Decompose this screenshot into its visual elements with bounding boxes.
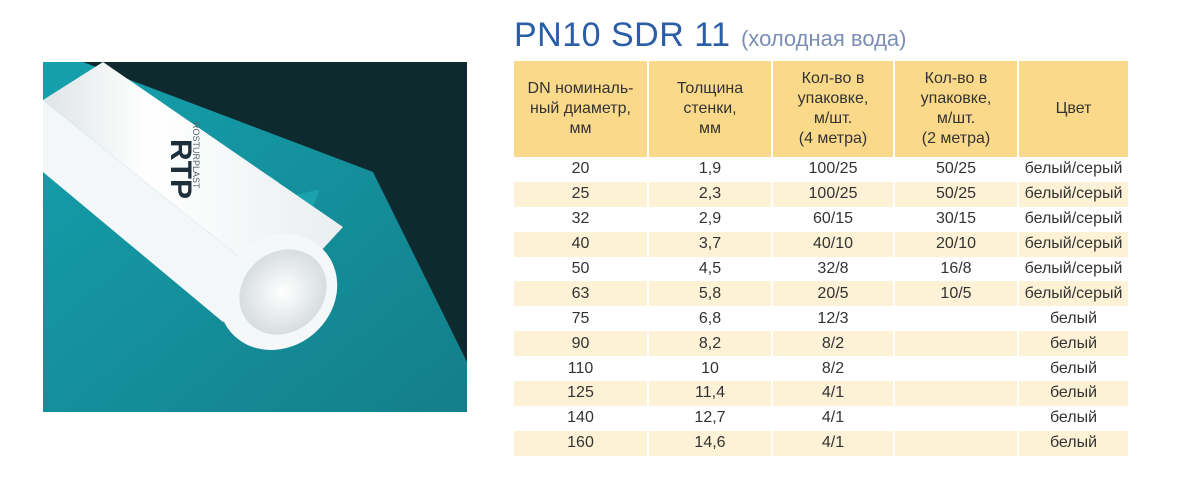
cell-dn: 90 — [514, 331, 649, 357]
title-main: PN10 SDR 11 — [514, 16, 731, 54]
cell-qty-4m: 40/10 — [772, 231, 895, 257]
cell-qty-4m: 100/25 — [772, 157, 895, 182]
cell-thickness: 14,6 — [648, 430, 773, 456]
table-row: 90 8,2 8/2 белый — [514, 331, 1128, 357]
cell-qty-4m: 8/2 — [772, 356, 895, 382]
cell-qty-4m: 4/1 — [772, 405, 895, 431]
cell-color: белый — [1018, 430, 1128, 456]
cell-qty-2m — [894, 306, 1019, 332]
header-color: Цвет — [1018, 61, 1128, 157]
spec-table: DN номиналь- ный диаметр, мм Толщина сте… — [514, 61, 1128, 456]
title-subtitle: (холодная вода) — [740, 26, 907, 51]
cell-qty-4m: 100/25 — [772, 181, 895, 207]
cell-dn: 160 — [514, 430, 649, 456]
cell-qty-4m: 20/5 — [772, 281, 895, 307]
cell-thickness: 10 — [648, 356, 773, 382]
pipe-body — [43, 62, 343, 292]
header-dn: DN номиналь- ный диаметр, мм — [514, 61, 649, 157]
cell-thickness: 2,9 — [648, 206, 773, 232]
cell-qty-2m — [894, 331, 1019, 357]
table-row: 20 1,9 100/25 50/25 белый/серый — [514, 157, 1128, 182]
cell-qty-4m: 8/2 — [772, 331, 895, 357]
cell-qty-4m: 60/15 — [772, 206, 895, 232]
cell-color: белый — [1018, 306, 1128, 332]
pipe-print: ROSTURPLAST — [191, 122, 201, 189]
header-qty-2m: Кол-во в упаковке, м/шт. (2 метра) — [894, 61, 1019, 157]
table-row: 63 5,8 20/5 10/5 белый/серый — [514, 281, 1128, 307]
cell-thickness: 11,4 — [648, 381, 773, 406]
cell-dn: 110 — [514, 356, 649, 382]
cell-dn: 25 — [514, 181, 649, 207]
table-row: 140 12,7 4/1 белый — [514, 405, 1128, 431]
brand-logo: RTP — [164, 139, 197, 199]
cell-color: белый/серый — [1018, 181, 1128, 207]
cell-color: белый — [1018, 331, 1128, 357]
pipe-illustration: R RTP ROSTURPLAST — [43, 62, 467, 412]
cell-qty-4m: 32/8 — [772, 256, 895, 282]
table-row: 50 4,5 32/8 16/8 белый/серый — [514, 256, 1128, 282]
cell-qty-2m — [894, 405, 1019, 431]
cell-qty-2m: 50/25 — [894, 157, 1019, 182]
cell-qty-4m: 12/3 — [772, 306, 895, 332]
header-wall-thickness: Толщина стенки, мм — [648, 61, 773, 157]
cell-thickness: 6,8 — [648, 306, 773, 332]
cell-qty-2m: 16/8 — [894, 256, 1019, 282]
cell-qty-2m: 50/25 — [894, 181, 1019, 207]
table-row: 125 11,4 4/1 белый — [514, 381, 1128, 406]
table-row: 25 2,3 100/25 50/25 белый/серый — [514, 181, 1128, 207]
cell-color: белый/серый — [1018, 281, 1128, 307]
table-row: 160 14,6 4/1 белый — [514, 430, 1128, 456]
cell-thickness: 1,9 — [648, 157, 773, 182]
pipe-hole — [239, 249, 327, 335]
table-row: 110 10 8/2 белый — [514, 356, 1128, 382]
cell-qty-2m: 30/15 — [894, 206, 1019, 232]
cell-dn: 40 — [514, 231, 649, 257]
dark-panel — [83, 62, 467, 362]
table-header-row: DN номиналь- ный диаметр, мм Толщина сте… — [514, 61, 1128, 157]
cell-thickness: 12,7 — [648, 405, 773, 431]
cell-dn: 140 — [514, 405, 649, 431]
cell-dn: 125 — [514, 381, 649, 406]
cell-dn: 50 — [514, 256, 649, 282]
cell-qty-2m: 20/10 — [894, 231, 1019, 257]
cell-color: белый/серый — [1018, 256, 1128, 282]
cell-qty-4m: 4/1 — [772, 381, 895, 406]
cell-qty-2m: 10/5 — [894, 281, 1019, 307]
cell-thickness: 3,7 — [648, 231, 773, 257]
cell-qty-2m — [894, 430, 1019, 456]
cell-color: белый/серый — [1018, 157, 1128, 182]
cell-dn: 20 — [514, 157, 649, 182]
cell-color: белый — [1018, 381, 1128, 406]
cell-thickness: 4,5 — [648, 256, 773, 282]
cell-color: белый — [1018, 405, 1128, 431]
cell-color: белый/серый — [1018, 231, 1128, 257]
cell-thickness: 5,8 — [648, 281, 773, 307]
cell-color: белый/серый — [1018, 206, 1128, 232]
cell-thickness: 8,2 — [648, 331, 773, 357]
cell-qty-4m: 4/1 — [772, 430, 895, 456]
table-row: 40 3,7 40/10 20/10 белый/серый — [514, 231, 1128, 257]
page-title: PN10 SDR 11 (холодная вода) — [514, 16, 907, 55]
cell-qty-2m — [894, 356, 1019, 382]
table-row: 32 2,9 60/15 30/15 белый/серый — [514, 206, 1128, 232]
header-qty-4m: Кол-во в упаковке, м/шт. (4 метра) — [772, 61, 895, 157]
cell-dn: 32 — [514, 206, 649, 232]
product-photo: R RTP ROSTURPLAST — [43, 62, 467, 412]
table-row: 75 6,8 12/3 белый — [514, 306, 1128, 332]
cell-color: белый — [1018, 356, 1128, 382]
cell-dn: 75 — [514, 306, 649, 332]
cell-thickness: 2,3 — [648, 181, 773, 207]
cell-qty-2m — [894, 381, 1019, 406]
cell-dn: 63 — [514, 281, 649, 307]
